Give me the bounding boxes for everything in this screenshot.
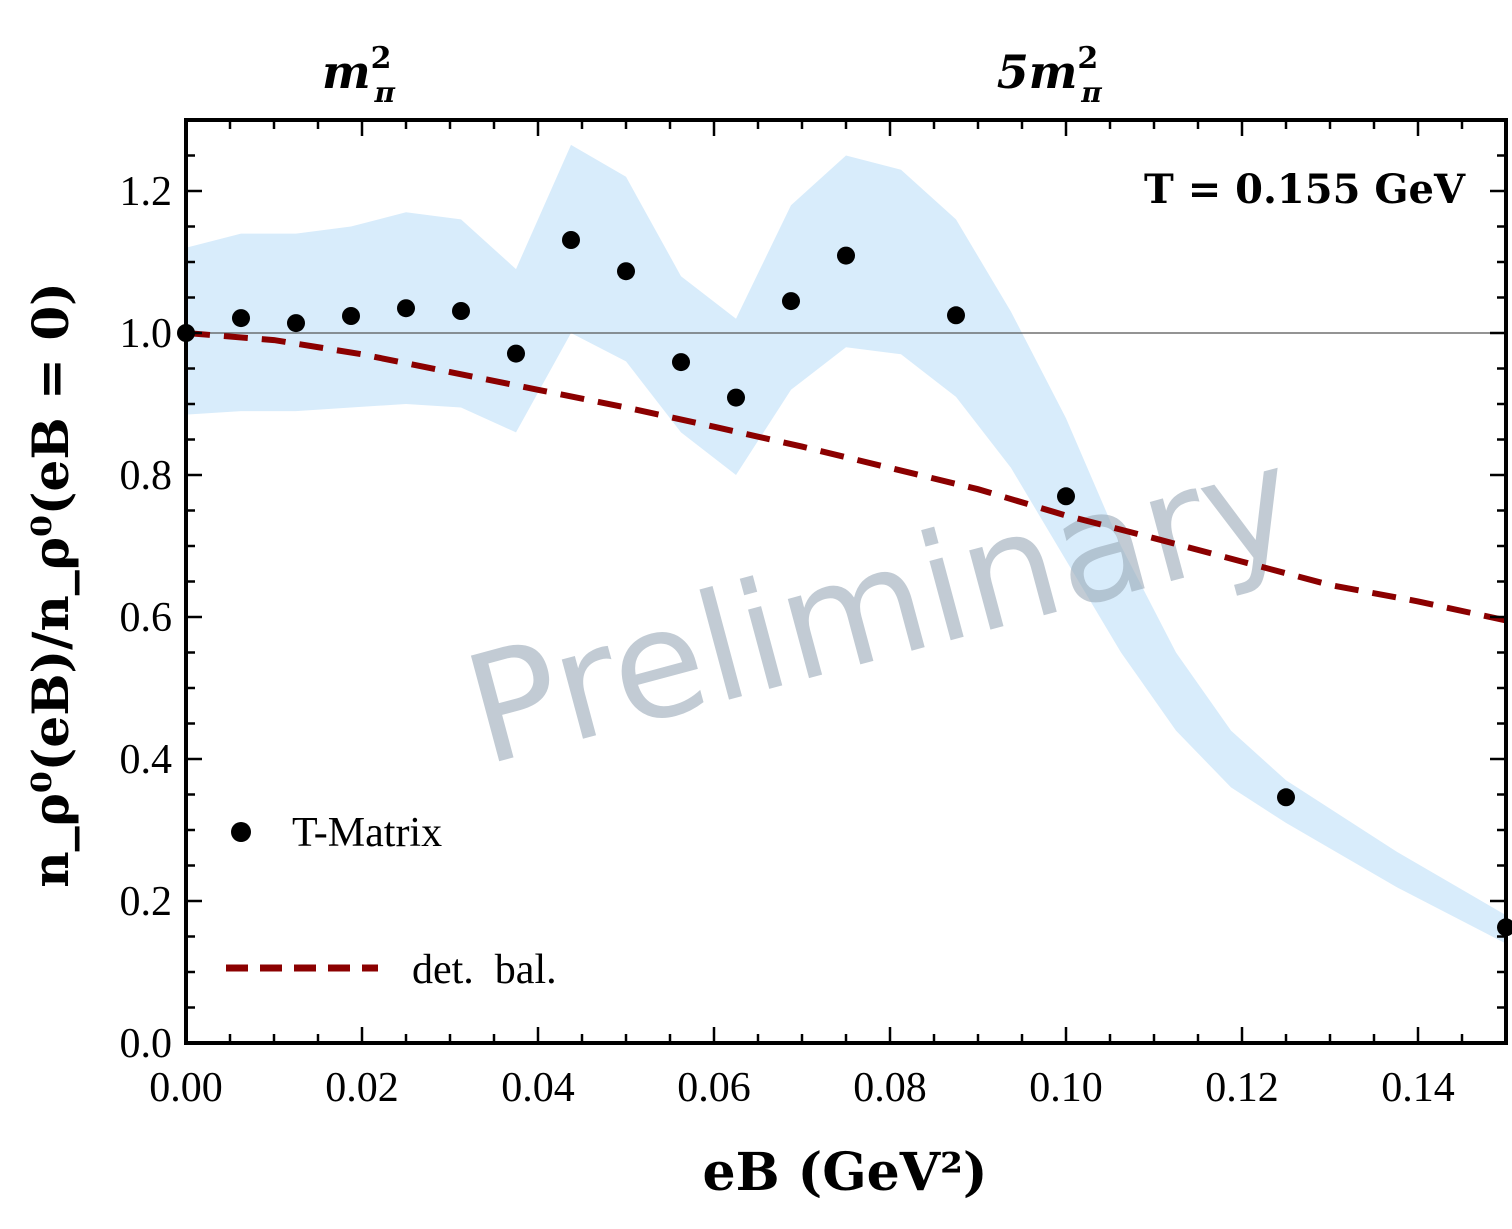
t-matrix-point — [562, 231, 580, 249]
t-matrix-point — [232, 309, 250, 328]
uncertainty-band-layer — [186, 144, 1506, 944]
t-matrix-points-layer — [177, 231, 1512, 937]
t-matrix-point — [1057, 487, 1075, 506]
t-matrix-point — [287, 314, 305, 333]
y-tick-label: 0.6 — [120, 595, 173, 641]
y-tick-label: 1.2 — [120, 169, 173, 215]
legend-label-det-bal: det. bal. — [412, 947, 557, 993]
t-matrix-point — [617, 262, 635, 281]
temperature-annotation: T = 0.155 GeV — [1144, 166, 1466, 213]
y-axis-title: n_ρ⁰(eB)/n_ρ⁰(eB = 0) — [21, 282, 80, 888]
t-matrix-point — [342, 307, 360, 325]
y-tick-labels: 0.0 0.2 0.4 0.6 0.8 1.0 1.2 — [120, 169, 173, 1067]
x-tick-labels: 0.00 0.02 0.04 0.06 0.08 0.10 0.12 0.14 — [149, 1065, 1455, 1111]
y-tick-label: 0.0 — [120, 1021, 173, 1067]
x-tick-label: 0.00 — [149, 1065, 223, 1111]
top-axis-label: m2 π — [322, 41, 396, 109]
t-matrix-point — [1277, 788, 1295, 807]
watermark-layer: Preliminary — [449, 412, 1312, 799]
t-matrix-point — [782, 292, 800, 311]
axis-ticks — [184, 118, 1508, 1045]
legend-marker-t-matrix — [231, 822, 251, 842]
t-matrix-point — [947, 306, 965, 325]
x-axis-title: eB (GeV²) — [703, 1142, 988, 1203]
top-axis-label: 5m2 π — [997, 41, 1103, 109]
top-axis-labels: m2 π 5m2 π — [322, 41, 1102, 109]
watermark-text: Preliminary — [449, 412, 1312, 799]
t-matrix-point — [837, 246, 855, 265]
x-tick-label: 0.12 — [1205, 1065, 1279, 1111]
uncertainty-band — [186, 144, 1506, 944]
t-matrix-point — [397, 299, 415, 318]
x-tick-label: 0.08 — [853, 1065, 927, 1111]
t-matrix-point — [727, 388, 745, 407]
x-tick-label: 0.02 — [325, 1065, 399, 1111]
x-tick-label: 0.06 — [677, 1065, 751, 1111]
x-tick-label: 0.10 — [1029, 1065, 1103, 1111]
legend-label-t-matrix: T-Matrix — [292, 810, 442, 856]
t-matrix-point — [507, 344, 525, 363]
t-matrix-point — [672, 353, 690, 372]
legend: T-Matrix det. bal. — [226, 810, 557, 993]
x-tick-label: 0.14 — [1381, 1065, 1455, 1111]
x-tick-label: 0.04 — [501, 1065, 575, 1111]
y-tick-label: 0.2 — [120, 879, 173, 925]
y-tick-label: 1.0 — [120, 311, 173, 357]
t-matrix-point — [452, 302, 470, 320]
y-tick-label: 0.8 — [120, 453, 173, 499]
y-tick-label: 0.4 — [120, 737, 173, 783]
